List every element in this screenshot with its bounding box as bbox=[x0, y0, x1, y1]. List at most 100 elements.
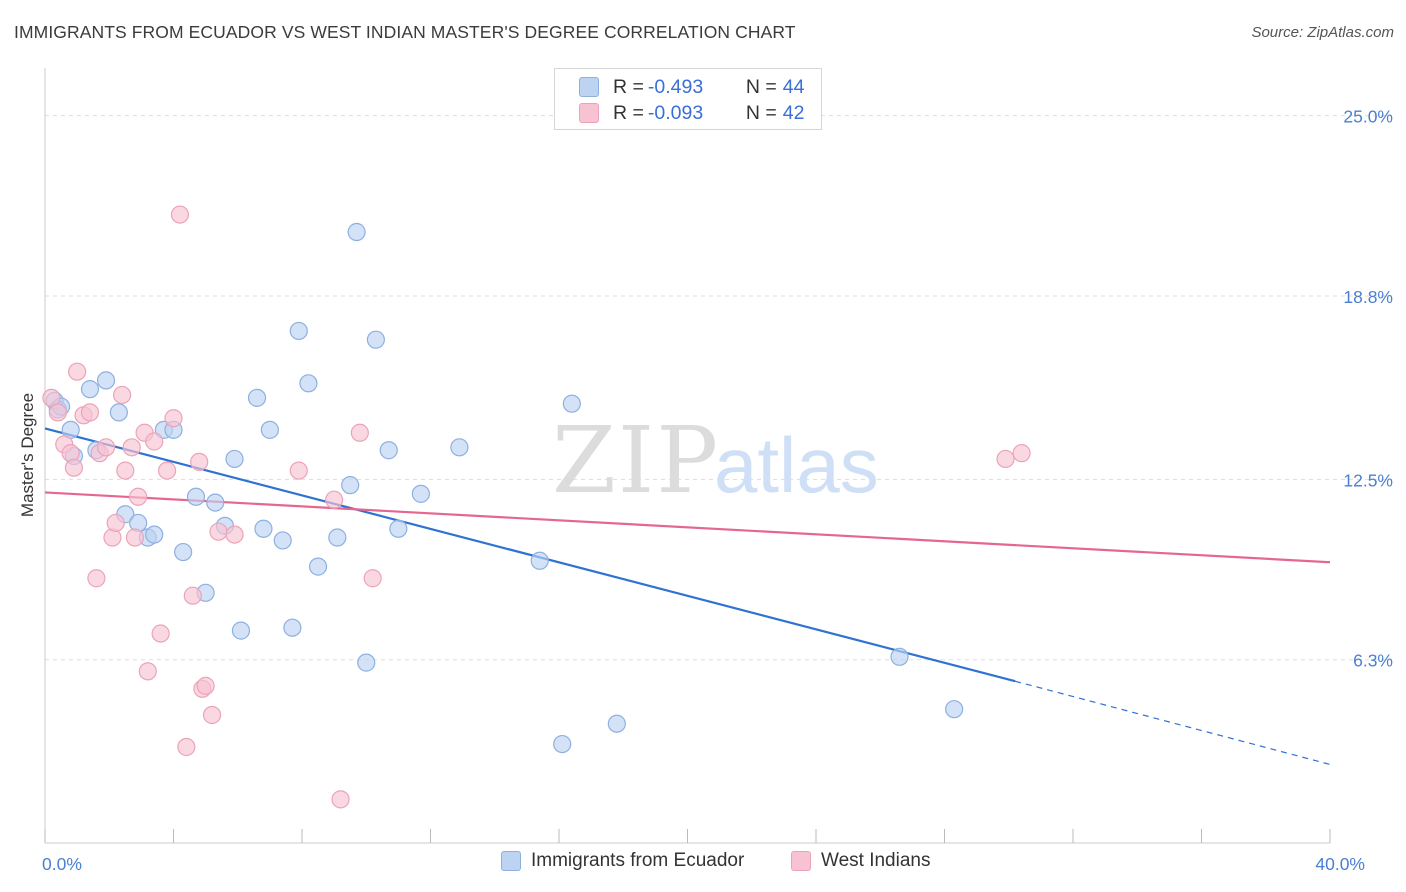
ecuador-point bbox=[145, 525, 164, 544]
ecuador-point bbox=[357, 653, 376, 672]
ecuador-point bbox=[80, 380, 100, 399]
west-indian-point bbox=[64, 458, 84, 477]
n-label: N = bbox=[745, 101, 777, 124]
ecuador-point bbox=[530, 551, 549, 570]
ecuador-point bbox=[347, 222, 366, 242]
legend-swatch-blue bbox=[579, 77, 599, 97]
west-indian-point bbox=[177, 737, 196, 757]
ecuador-trend-extension bbox=[1015, 680, 1331, 766]
ecuador-point bbox=[96, 371, 116, 390]
y-tick-label: 12.5% bbox=[1343, 470, 1393, 490]
ecuador-point bbox=[945, 700, 964, 719]
west-indian-point bbox=[996, 449, 1015, 469]
west-indian-point bbox=[289, 461, 308, 480]
grid-lines bbox=[45, 115, 1392, 661]
y-tick-label: 18.8% bbox=[1343, 287, 1393, 307]
y-axis-label: Master's Degree bbox=[18, 393, 37, 517]
west-indian-point bbox=[106, 513, 125, 533]
ecuador-trend-line bbox=[44, 427, 1016, 683]
legend-label: Immigrants from Ecuador bbox=[531, 850, 745, 871]
ecuador-point bbox=[231, 621, 251, 640]
ecuador-point bbox=[260, 420, 279, 439]
west-indian-point bbox=[164, 409, 183, 428]
west-indian-point bbox=[48, 403, 67, 422]
west-indian-point bbox=[331, 790, 350, 809]
west-indian-point bbox=[209, 522, 228, 541]
ecuador-point bbox=[341, 476, 360, 495]
n-value: 42 bbox=[782, 101, 805, 124]
west-indian-point bbox=[122, 438, 141, 457]
x-tick-label: 0.0% bbox=[42, 854, 82, 874]
west-indian-trend-line bbox=[44, 491, 1331, 564]
x-tick-label: 40.0% bbox=[1315, 854, 1365, 874]
ecuador-point bbox=[283, 618, 302, 637]
ecuador-point bbox=[389, 519, 408, 538]
ecuador-point bbox=[225, 449, 244, 469]
ecuador-point bbox=[254, 519, 273, 538]
legend-row-west-indians: R = -0.093 N = 42 bbox=[579, 100, 804, 126]
west-indian-point bbox=[68, 362, 87, 381]
y-tick-label: 6.3% bbox=[1353, 651, 1393, 671]
tick-labels: 6.3% 12.5% 18.8% 25.0% 0.0% 40.0% bbox=[42, 107, 1393, 874]
ecuador-point bbox=[289, 321, 308, 341]
ecuador-point bbox=[328, 528, 347, 547]
ecuador-point bbox=[607, 714, 626, 733]
west-indian-point bbox=[157, 461, 177, 480]
west-indian-point bbox=[170, 205, 190, 224]
r-value: -0.493 bbox=[647, 75, 704, 98]
west-indian-point bbox=[80, 403, 100, 422]
ecuador-point bbox=[109, 403, 128, 422]
ecuador-point bbox=[450, 438, 469, 457]
legend-item-ecuador: Immigrants from Ecuador bbox=[501, 850, 744, 872]
legend-swatch-blue bbox=[501, 851, 521, 871]
west-indian-point bbox=[1012, 444, 1031, 463]
ecuador-point bbox=[366, 330, 385, 349]
trend-lines bbox=[44, 427, 1331, 766]
data-points bbox=[42, 205, 1031, 809]
west-indian-point bbox=[325, 490, 344, 509]
west-indian-point bbox=[116, 461, 135, 480]
legend-item-west-indians: West Indians bbox=[791, 850, 930, 872]
west-indian-point bbox=[129, 487, 148, 506]
axes bbox=[44, 68, 1331, 844]
west-indian-point bbox=[350, 423, 369, 442]
ecuador-point bbox=[247, 388, 267, 407]
west-indian-point bbox=[196, 676, 215, 695]
r-value: -0.093 bbox=[647, 101, 704, 124]
source-credit: Source: ZipAtlas.com bbox=[1251, 24, 1394, 41]
legend-swatch-pink bbox=[579, 103, 599, 123]
ecuador-point bbox=[562, 394, 581, 413]
ecuador-point bbox=[379, 441, 398, 460]
west-indian-point bbox=[112, 385, 132, 405]
west-indian-point bbox=[190, 452, 209, 471]
ecuador-point bbox=[174, 542, 193, 562]
watermark: ZIP atlas bbox=[552, 407, 879, 514]
ecuador-point bbox=[273, 531, 292, 550]
n-label: N = bbox=[745, 75, 777, 98]
west-indian-point bbox=[145, 432, 164, 451]
chart-title: IMMIGRANTS FROM ECUADOR VS WEST INDIAN M… bbox=[14, 22, 796, 42]
legend-swatch-pink bbox=[791, 851, 811, 871]
legend-label: West Indians bbox=[821, 850, 931, 871]
west-indian-point bbox=[125, 528, 145, 547]
west-indian-point bbox=[96, 438, 116, 457]
west-indian-point bbox=[183, 586, 202, 605]
y-tick-label: 25.0% bbox=[1343, 107, 1393, 127]
watermark-zip: ZIP bbox=[552, 407, 720, 514]
ecuador-point bbox=[890, 647, 909, 666]
r-label: R = bbox=[613, 75, 644, 98]
west-indian-point bbox=[202, 705, 222, 725]
legend-row-ecuador: R = -0.493 N = 44 bbox=[579, 74, 804, 100]
ecuador-point bbox=[411, 484, 430, 503]
ecuador-point bbox=[299, 374, 318, 393]
west-indian-point bbox=[138, 662, 157, 681]
n-value: 44 bbox=[782, 75, 805, 98]
ecuador-point bbox=[186, 487, 206, 506]
ecuador-point bbox=[206, 493, 225, 512]
r-label: R = bbox=[613, 101, 644, 124]
west-indian-point bbox=[87, 569, 106, 588]
ecuador-point bbox=[308, 557, 328, 576]
ecuador-point bbox=[553, 734, 572, 754]
west-indian-point bbox=[363, 569, 382, 588]
